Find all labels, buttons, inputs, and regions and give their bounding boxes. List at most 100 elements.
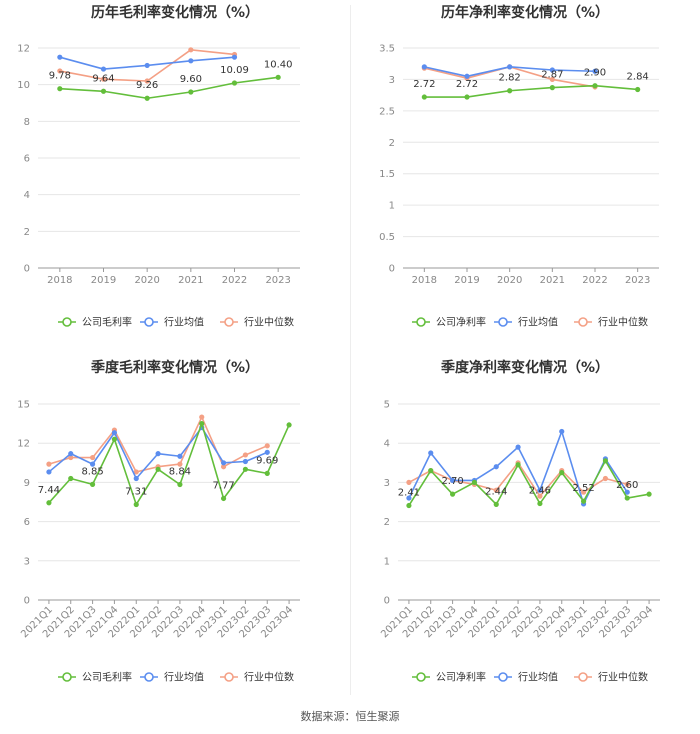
data-label: 10.40 [264,59,293,70]
data-point-company [635,86,641,93]
data-point-company [242,466,249,472]
y-tick-label: 1 [389,201,395,212]
data-point-industry_median [177,461,183,467]
y-tick-label: 3 [384,478,390,489]
series-line-company [48,422,290,506]
data-point-industry_avg [57,54,63,60]
data-point-industry_avg [133,475,139,482]
chart-title: 季度毛利率变化情况（%） [90,359,259,376]
legend-marker-industry_median [224,672,234,682]
y-tick-label: 0 [24,596,30,607]
data-point-industry_avg [428,450,434,456]
y-tick-label: 0.5 [379,232,395,243]
x-tick-label: 2022 [582,275,607,286]
y-tick-label: 2 [384,517,390,528]
data-point-company [199,421,205,427]
data-point-industry_avg [406,495,412,501]
data-point-industry_median [624,481,630,487]
data-point-industry_median [602,475,609,482]
legend-marker-industry_median [224,317,234,327]
data-point-industry_avg [188,58,194,64]
data-point-company [286,422,292,428]
legend-marker-industry_avg [144,672,154,682]
data-label: 8.85 [81,466,103,477]
data-point-industry_avg [220,460,227,466]
data-label: 10.09 [220,65,249,76]
legend-marker-company [416,672,426,682]
legend-marker-company [62,317,72,327]
data-label: 9.60 [180,74,202,85]
data-label: 9.78 [49,71,71,82]
y-tick-label: 1 [384,556,390,567]
legend-label-industry_median: 行业中位数 [244,316,294,329]
legend-label-industry_avg: 行业均值 [164,671,204,684]
data-point-industry_avg [46,469,52,475]
data-point-company [428,468,434,474]
chart-quarterly-gross: 季度毛利率变化情况（%） 0 3 6 9 12 15 2021Q1 2021Q2 2021Q3 20… [0,350,350,700]
data-label: 2.46 [529,486,551,497]
data-point-industry_avg [537,487,543,493]
data-point-industry_median [89,454,96,461]
data-point-industry_median [242,452,249,458]
data-label: 7.31 [125,486,147,497]
x-tick-label: 2022 [222,275,247,286]
data-point-industry_avg [144,62,150,69]
data-point-company [624,495,630,501]
legend-label-industry_median: 行业中位数 [598,316,648,329]
data-point-company [449,491,456,497]
y-tick-label: 3 [389,75,395,86]
data-point-company [471,479,478,485]
y-tick-label: 4 [24,190,30,201]
data-label: 2.52 [572,483,594,494]
legend-label-industry_avg: 行业均值 [518,671,558,684]
y-tick-label: 2.5 [379,106,395,117]
legend-marker-industry_median [578,672,588,682]
data-point-company [602,458,609,464]
data-point-industry_avg [68,451,74,457]
y-tick-label: 1.5 [379,169,395,180]
y-tick-label: 12 [17,44,30,55]
data-point-company [144,95,150,101]
data-label: 2.90 [584,68,606,79]
data-point-industry_avg [515,444,521,450]
legend-marker-industry_median [578,317,588,327]
legend-label-company: 公司毛利率 [82,316,132,329]
data-point-company [580,498,587,504]
data-point-industry_avg [231,54,238,60]
data-point-industry_median [57,68,63,74]
data-label: 2.44 [485,486,507,497]
data-point-company [646,491,652,497]
data-point-industry_median [46,461,52,467]
data-label: 2.82 [499,73,521,84]
data-point-company [68,475,74,482]
data-point-company [111,436,118,442]
series-line-company [424,84,638,98]
x-tick-label: 2020 [497,275,522,286]
data-point-company [537,500,543,507]
data-point-company [177,481,183,488]
y-tick-label: 2 [389,138,395,149]
data-label: 9.69 [256,455,278,466]
legend-label-industry_median: 行业中位数 [244,671,294,684]
data-point-company [493,501,499,507]
legend-marker-industry_avg [498,672,508,682]
data-point-company [592,83,598,89]
data-label: 9.26 [136,80,158,91]
y-tick-label: 3.5 [379,44,395,55]
data-point-company [220,495,227,502]
data-point-industry_avg [624,489,630,495]
y-tick-label: 0 [24,264,30,275]
legend-label-industry_avg: 行业均值 [518,316,558,329]
data-label: 2.41 [398,488,420,499]
series-line-company [59,76,279,100]
data-source-footer: 数据来源：恒生聚源 [300,710,400,723]
legend-marker-industry_avg [498,317,508,327]
series-line-industry_median [48,416,268,473]
x-tick-label: 2018 [412,275,437,286]
data-point-company [406,502,412,509]
data-point-company [264,470,270,476]
data-label: 2.72 [413,79,435,90]
y-tick-label: 3 [24,556,30,567]
data-point-industry_median [406,479,412,485]
data-label: 7.44 [38,485,60,496]
